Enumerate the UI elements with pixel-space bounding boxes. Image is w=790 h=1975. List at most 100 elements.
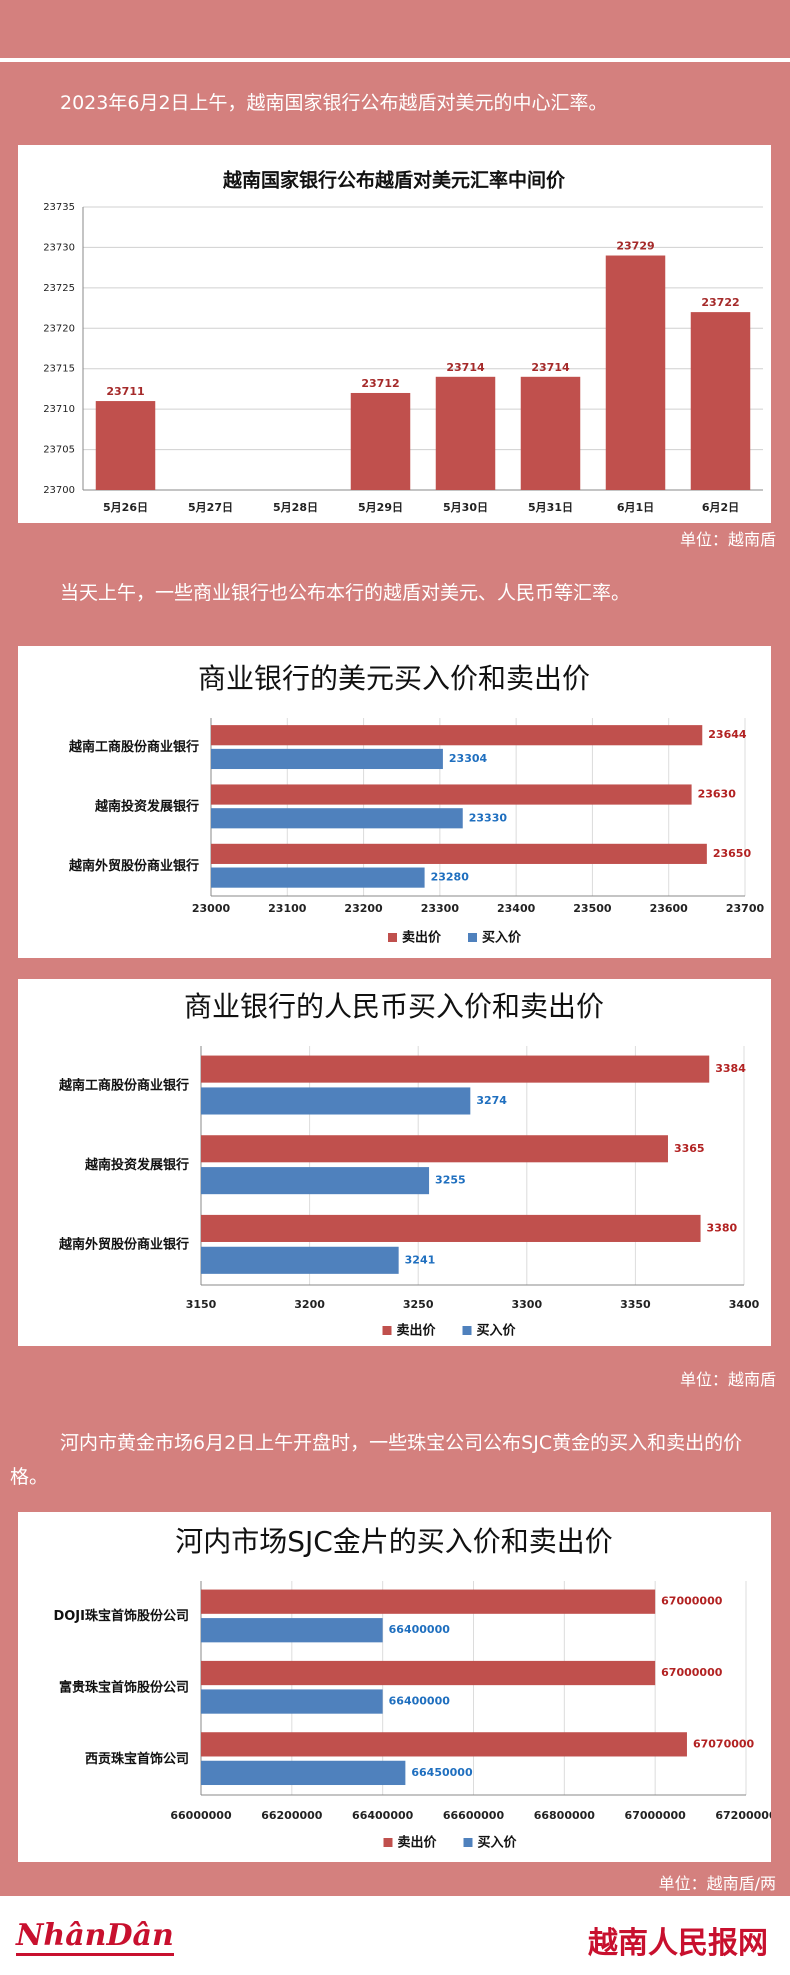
y-tick-label: 越南投资发展银行 xyxy=(84,1157,189,1173)
x-tick-label: 3250 xyxy=(403,1298,434,1311)
legend-label: 买入价 xyxy=(482,931,522,946)
y-tick-label: 23730 xyxy=(43,242,75,253)
chart-box: 越南国家银行公布越盾对美元汇率中间价 23700 23705 23710 23715 23… xyxy=(18,145,771,523)
chart-title: 越南国家银行公布越盾对美元汇率中间价 xyxy=(222,169,566,192)
data-label: 23630 xyxy=(698,788,737,801)
x-tick-label: 23200 xyxy=(344,902,383,915)
data-label: 67000000 xyxy=(661,1666,723,1679)
bar xyxy=(201,1214,701,1242)
logo: NhânDân xyxy=(16,1918,174,1956)
legend-swatch xyxy=(468,933,477,942)
bar xyxy=(201,1246,399,1274)
data-label: 66400000 xyxy=(389,1695,451,1708)
x-tick-label: 3350 xyxy=(620,1298,651,1311)
bar xyxy=(201,1760,406,1786)
x-tick-label: 6月2日 xyxy=(702,501,739,514)
y-tick-label: 23725 xyxy=(43,283,75,294)
x-tick-label: 23300 xyxy=(421,902,460,915)
x-tick-label: 23100 xyxy=(268,902,307,915)
legend-swatch xyxy=(463,1838,473,1847)
legend-swatch xyxy=(388,933,397,942)
x-tick-label: 67000000 xyxy=(625,1809,687,1822)
data-label: 3380 xyxy=(707,1221,738,1234)
data-label: 67070000 xyxy=(693,1737,755,1750)
paragraph: 河内市黄金市场6月2日上午开盘时，一些珠宝公司公布SJC黄金的买入和卖出的价格。 xyxy=(10,1432,743,1488)
x-tick-label: 3400 xyxy=(729,1298,760,1311)
x-tick-label: 3200 xyxy=(294,1298,325,1311)
divider xyxy=(0,58,790,62)
bar xyxy=(201,1135,668,1163)
x-tick-label: 66200000 xyxy=(261,1809,323,1822)
chart: 商业银行的人民币买入价和卖出价 3150 3200 3250 3300 3350 3400 越… xyxy=(58,990,760,1339)
x-tick-label: 66800000 xyxy=(534,1809,596,1822)
x-tick-label: 5月28日 xyxy=(273,501,318,514)
y-tick-label: 越南工商股份商业银行 xyxy=(58,1077,189,1093)
chart-title: 河内市场SJC金片的买入价和卖出价 xyxy=(175,1525,613,1558)
bar xyxy=(605,255,666,490)
y-tick-label: 23735 xyxy=(43,202,75,213)
y-tick-label: 富贵珠宝首饰股份公司 xyxy=(59,1680,189,1696)
bar xyxy=(211,784,692,805)
y-tick-label: 越南投资发展银行 xyxy=(94,799,199,815)
x-tick-label: 23500 xyxy=(573,902,612,915)
unit: 单位：越南盾 xyxy=(679,530,776,549)
data-label: 66400000 xyxy=(389,1623,451,1636)
y-tick-label: 23705 xyxy=(43,445,75,456)
x-tick-label: 66000000 xyxy=(170,1809,232,1822)
bar xyxy=(435,376,496,490)
data-label: 23280 xyxy=(431,871,470,884)
data-label: 23722 xyxy=(701,296,739,309)
unit: 单位：越南盾/两 xyxy=(658,1874,776,1893)
x-tick-label: 3300 xyxy=(511,1298,542,1311)
bar xyxy=(201,1732,687,1757)
x-tick-label: 5月26日 xyxy=(103,501,148,514)
y-tick-label: 越南外贸股份商业银行 xyxy=(58,1237,189,1253)
data-label: 23714 xyxy=(446,361,485,374)
x-tick-label: 23000 xyxy=(192,902,231,915)
x-tick-label: 67200000 xyxy=(715,1809,771,1822)
data-label: 23729 xyxy=(616,240,654,253)
chart-title: 商业银行的人民币买入价和卖出价 xyxy=(184,990,604,1023)
data-label: 67000000 xyxy=(661,1595,723,1608)
legend-label: 卖出价 xyxy=(398,1835,438,1851)
chart: 越南国家银行公布越盾对美元汇率中间价 23700 23705 23710 23715 23… xyxy=(43,169,763,514)
y-tick-label: 越南外贸股份商业银行 xyxy=(68,858,199,874)
footer: NhânDân 越南人民报网 xyxy=(0,1896,790,1975)
data-label: 3255 xyxy=(435,1174,466,1187)
site-name: 越南人民报网 xyxy=(588,1926,768,1961)
y-tick-label: 23720 xyxy=(43,323,75,334)
bar xyxy=(201,1087,471,1115)
y-tick-label: 23700 xyxy=(43,485,75,496)
data-label: 3274 xyxy=(476,1094,507,1107)
bar xyxy=(211,725,703,746)
bar xyxy=(690,312,751,490)
chart-box: 商业银行的人民币买入价和卖出价 3150 3200 3250 3300 3350 3400 越… xyxy=(18,979,771,1346)
legend-label: 卖出价 xyxy=(397,1323,437,1339)
y-tick-label: 越南工商股份商业银行 xyxy=(68,739,199,755)
bar xyxy=(211,748,443,770)
legend-label: 买入价 xyxy=(478,1836,518,1851)
data-label: 3241 xyxy=(405,1253,436,1266)
legend-swatch xyxy=(462,1326,472,1335)
data-label: 23712 xyxy=(361,377,399,390)
bar xyxy=(201,1167,430,1195)
legend-swatch xyxy=(383,1838,393,1847)
x-tick-label: 5月29日 xyxy=(358,501,403,514)
paragraph: 当天上午，一些商业银行也公布本行的越盾对美元、人民币等汇率。 xyxy=(60,582,631,604)
data-label: 23650 xyxy=(713,847,752,860)
bar xyxy=(211,867,425,888)
x-tick-label: 23400 xyxy=(497,902,536,915)
data-label: 23330 xyxy=(469,811,508,824)
data-label: 3384 xyxy=(715,1062,746,1075)
data-label: 23644 xyxy=(708,728,747,741)
legend-label: 买入价 xyxy=(477,1324,517,1339)
data-label: 3365 xyxy=(674,1142,705,1155)
x-tick-label: 5月30日 xyxy=(443,501,488,514)
x-tick-label: 66400000 xyxy=(352,1809,414,1822)
data-label: 23714 xyxy=(531,361,570,374)
chart: 商业银行的美元买入价和卖出价 23000 23100 23200 23300 23400 2… xyxy=(68,662,764,946)
paragraph: 2023年6月2日上午，越南国家银行公布越盾对美元的中心汇率。 xyxy=(60,92,608,114)
y-tick-label: 23715 xyxy=(43,364,75,375)
x-tick-label: 23600 xyxy=(650,902,689,915)
